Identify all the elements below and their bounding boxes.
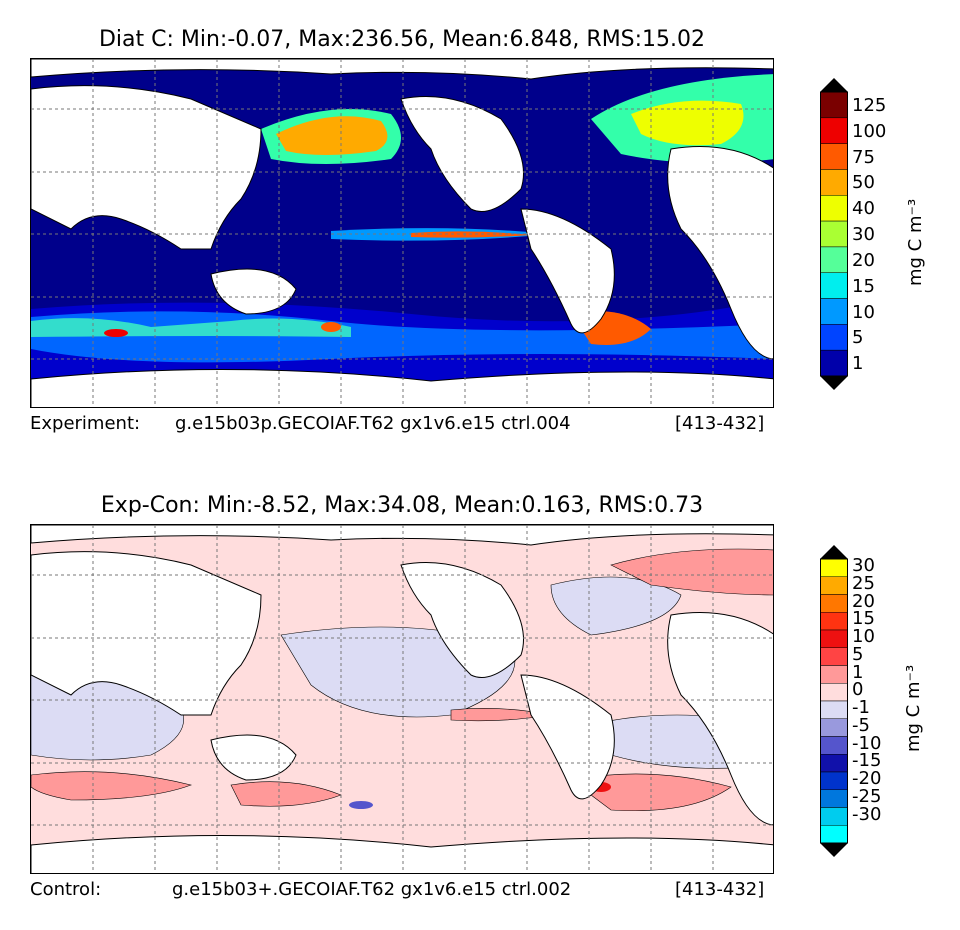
bottom-map-svg <box>31 525 773 873</box>
north-atlantic-bloom <box>631 100 744 146</box>
bottom-colorbar-units: mg C m⁻³ <box>903 664 924 752</box>
bottom-colorbar-tick-label: -1 <box>852 697 870 718</box>
south-america-land <box>520 208 615 334</box>
bottom-colorbar-tick-label: 30 <box>852 555 875 576</box>
bottom-colorbar-over-triangle <box>820 545 848 559</box>
bottom-colorbar-swatch <box>820 594 848 613</box>
top-colorbar-under-triangle <box>820 376 848 390</box>
bottom-colorbar-swatch <box>820 754 848 773</box>
top-colorbar-swatch <box>820 220 848 248</box>
north-pacific-bloom <box>276 116 388 155</box>
top-colorbar-tick-label: 125 <box>852 95 887 116</box>
australia-land <box>210 268 297 315</box>
bottom-colorbar-swatch <box>820 825 848 844</box>
top-colorbar-tick-label: 20 <box>852 249 875 271</box>
top-colorbar-swatch <box>820 143 848 170</box>
top-colorbar-swatch <box>820 195 848 222</box>
equatorial-upwelling <box>411 231 531 238</box>
bottom-colorbar-under-triangle <box>820 843 848 857</box>
experiment-case-name: g.e15b03p.GECOIAF.T62 gx1v6.e15 ctrl.004 <box>175 413 571 434</box>
bottom-colorbar-swatch <box>820 629 848 648</box>
bottom-colorbar-tick-label: 10 <box>852 626 875 647</box>
control-label: Control: <box>30 879 102 900</box>
top-colorbar-tick-label: 15 <box>852 275 875 297</box>
top-colorbar-tick-label: 10 <box>852 301 875 323</box>
bottom-colorbar-tick-label: -5 <box>852 714 870 736</box>
bottom-colorbar-frame <box>820 558 848 844</box>
hotspot-indian <box>104 329 128 337</box>
top-colorbar-tick-label: 5 <box>852 327 864 349</box>
bottom-colorbar-tick-label: 1 <box>852 661 864 683</box>
bottom-colorbar-swatch <box>820 576 848 595</box>
bottom-colorbar-swatch <box>820 683 848 702</box>
bottom-colorbar-tick-label: -10 <box>852 732 882 754</box>
asia-land <box>31 85 262 250</box>
top-colorbar-swatch <box>820 349 848 377</box>
top-colorbar-tick-label: 30 <box>852 224 875 246</box>
top-map <box>30 58 774 408</box>
top-map-svg <box>31 59 773 407</box>
top-colorbar-swatch <box>820 91 848 119</box>
bottom-colorbar-swatch <box>820 700 848 719</box>
bottom-colorbar-swatch <box>820 647 848 666</box>
top-colorbar-over-triangle <box>820 78 848 92</box>
top-colorbar <box>820 78 848 390</box>
bottom-colorbar-tick-label: 25 <box>852 572 875 594</box>
bottom-colorbar-swatch <box>820 612 848 631</box>
bottom-colorbar-tick-label: -25 <box>852 785 882 807</box>
bottom-map-title: Exp-Con: Min:-8.52, Max:34.08, Mean:0.16… <box>100 493 704 518</box>
top-colorbar-frame <box>820 91 848 377</box>
top-colorbar-swatch <box>820 298 848 325</box>
bottom-colorbar <box>820 545 848 857</box>
australia-land <box>210 734 297 781</box>
coldspot-southern <box>349 801 373 809</box>
bottom-colorbar-tick-label: -15 <box>852 750 882 772</box>
hotspot-nz <box>321 322 341 332</box>
arctic-land <box>31 525 773 546</box>
control-case-name: g.e15b03+.GECOIAF.T62 gx1v6.e15 ctrl.002 <box>172 879 572 900</box>
top-colorbar-swatch <box>820 169 848 196</box>
top-colorbar-tick-label: 1 <box>852 353 864 375</box>
bottom-colorbar-swatch <box>820 807 848 826</box>
north-america-land <box>400 96 524 212</box>
bottom-colorbar-swatch <box>820 665 848 684</box>
land-masses <box>31 525 773 873</box>
top-colorbar-swatch <box>820 324 848 351</box>
graticule <box>31 525 773 873</box>
bottom-colorbar-swatch <box>820 771 848 790</box>
graticule <box>31 59 773 407</box>
bottom-colorbar-tick-label: -30 <box>852 803 882 825</box>
top-colorbar-svg <box>820 78 848 390</box>
bottom-colorbar-swatch <box>820 558 848 577</box>
bottom-colorbar-swatch <box>820 789 848 808</box>
top-colorbar-units: mg C m⁻³ <box>905 198 926 286</box>
bottom-colorbar-swatch <box>820 736 848 755</box>
africa-europe-land <box>667 612 773 826</box>
control-years: [413-432] <box>675 879 765 900</box>
asia-land <box>31 551 262 716</box>
positive-anomaly-regions <box>31 548 773 812</box>
bottom-colorbar-swatch <box>820 718 848 737</box>
bottom-colorbar-svg <box>820 545 848 857</box>
top-colorbar-tick-label: 50 <box>852 172 875 194</box>
top-colorbar-swatch <box>820 246 848 273</box>
bottom-colorbar-tick-label: 5 <box>852 643 864 665</box>
bottom-colorbar-tick-label: -20 <box>852 768 882 789</box>
africa-europe-land <box>667 146 773 360</box>
experiment-label: Experiment: <box>30 413 141 434</box>
bottom-colorbar-tick-label: 0 <box>852 679 864 701</box>
bottom-map <box>30 524 774 874</box>
north-america-land <box>400 562 524 678</box>
top-colorbar-tick-label: 40 <box>852 198 875 220</box>
top-colorbar-tick-label: 100 <box>852 120 887 142</box>
bottom-colorbar-tick-label: 15 <box>852 608 875 630</box>
top-map-title: Diat C: Min:-0.07, Max:236.56, Mean:6.84… <box>98 27 706 52</box>
arctic-land <box>31 59 773 80</box>
top-colorbar-swatch <box>820 272 848 299</box>
experiment-years: [413-432] <box>675 413 765 434</box>
top-colorbar-tick-label: 75 <box>852 146 875 168</box>
south-america-land <box>520 674 615 800</box>
bottom-colorbar-tick-label: 20 <box>852 590 875 612</box>
top-colorbar-swatch <box>820 117 848 144</box>
